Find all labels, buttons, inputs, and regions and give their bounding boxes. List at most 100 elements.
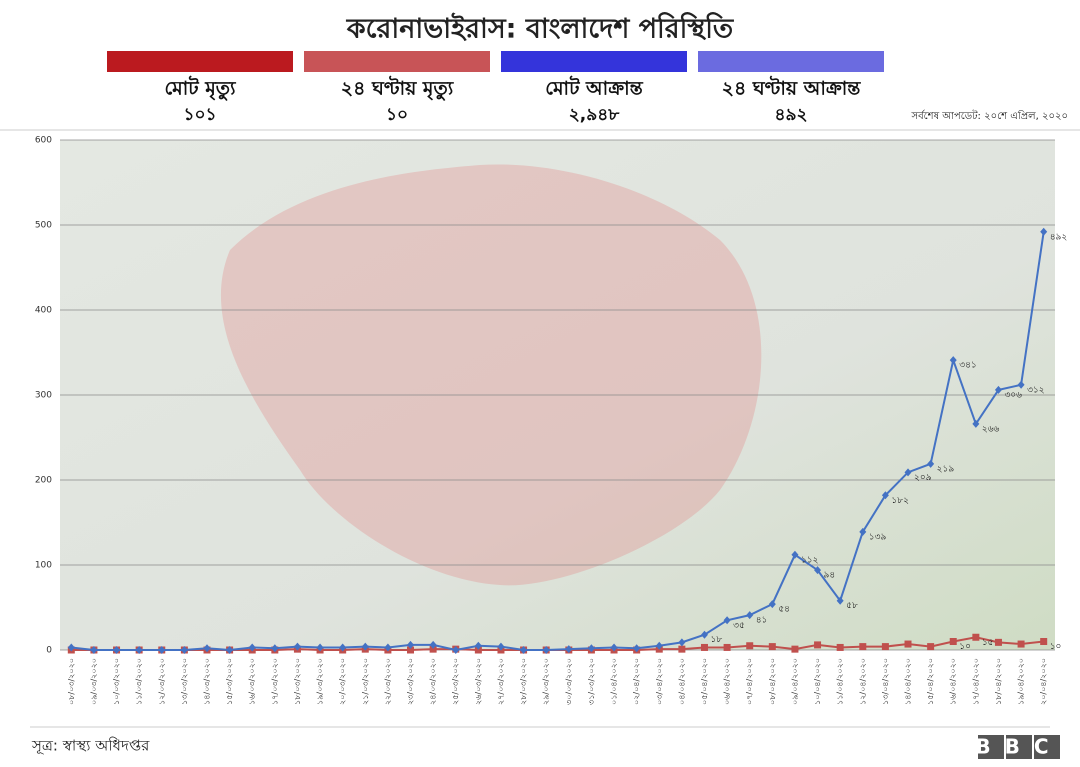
data-point: [881, 491, 889, 500]
data-point: [135, 646, 143, 654]
logo-block: [978, 735, 1004, 759]
data-point: [814, 566, 822, 575]
x-tick-label: ১৬/০৪/২০২০: [949, 658, 958, 705]
data-point: [90, 646, 98, 654]
x-tick-label: ১৫/০৩/২০২০: [225, 658, 234, 705]
x-tick-label: ৩০/০৩/২০২০: [564, 658, 573, 705]
summary-value: ১০: [386, 105, 408, 125]
x-tick-label: ১৩/০৪/২০২০: [881, 658, 890, 705]
summary-value: ১০১: [183, 105, 216, 125]
data-point: [949, 356, 957, 365]
data-point: [723, 643, 731, 651]
source: সূত্র: স্বাস্থ্য অধিদপ্তর: [31, 737, 150, 756]
x-tick-label: ২৭/০৩/২০২০: [496, 658, 505, 705]
data-label: ৪৯২: [1050, 232, 1068, 242]
data-point: [678, 645, 686, 653]
summary-swatch: [501, 51, 687, 72]
data-label: ৫৪: [778, 605, 790, 615]
data-point: [474, 641, 482, 650]
y-tick-label: 200: [35, 476, 52, 486]
data-point: [768, 643, 776, 651]
x-tick-label: ২০/০৩/২০২০: [338, 658, 347, 705]
x-tick-label: ৩১/০৩/২০২০: [587, 658, 596, 705]
data-point: [587, 644, 595, 653]
y-tick-label: 600: [35, 136, 52, 146]
x-tick-label: ১৭/০৩/২০২০: [270, 658, 279, 705]
series-line: [71, 231, 1045, 652]
data-point: [248, 643, 256, 652]
data-label: ১৮: [710, 635, 722, 645]
data-point: [429, 640, 437, 649]
x-tick-label: ১৩/০৩/২০২০: [180, 658, 189, 705]
x-tick-label: ২৫/০৩/২০২০: [451, 658, 460, 705]
x-tick-label: ১১/০৩/২০২০: [135, 658, 144, 705]
data-point: [271, 644, 279, 653]
x-tick-label: ২৮/০৩/২০২০: [519, 658, 528, 705]
data-point: [746, 611, 754, 620]
x-tick-label: ২৬/০৩/২০২০: [474, 658, 483, 705]
data-point: [203, 644, 211, 653]
data-point: [904, 640, 912, 648]
x-tick-label: ১৯/০৪/২০২০: [1017, 658, 1026, 705]
data-point: [791, 645, 799, 653]
data-label: ১১২: [801, 555, 819, 565]
logo-text: BBC: [975, 735, 1062, 759]
data-label: ২০৯: [914, 473, 932, 483]
chart-title: করোনাভাইরাস: বাংলাদেশ পরিস্থিতি: [346, 12, 735, 45]
y-tick-label: 500: [35, 221, 52, 231]
data-label: ৫৮: [846, 601, 858, 611]
data-label: ১৮২: [891, 496, 909, 506]
data-point: [678, 638, 686, 647]
x-tick-label: ২১/০৩/২০২০: [361, 658, 370, 705]
data-label: ১০: [959, 642, 971, 652]
data-point: [407, 640, 415, 649]
update-note: সর্বশেষ আপডেট: ২০শে এপ্রিল, ২০২০: [910, 109, 1068, 122]
data-point: [158, 646, 166, 654]
data-label: ৩১২: [1027, 385, 1045, 395]
data-point: [927, 459, 935, 468]
data-point: [565, 645, 573, 654]
data-point: [67, 643, 75, 652]
x-tick-label: ০৯/০৪/২০২০: [790, 658, 799, 705]
logo-block: [1034, 735, 1060, 759]
x-tick-label: ১৮/০৪/২০২০: [994, 658, 1003, 705]
bbc-logo: BBC: [975, 735, 1062, 759]
data-point: [497, 642, 505, 651]
summary-swatch: [304, 51, 490, 72]
summary-label: মোট আক্রান্ত: [545, 76, 643, 100]
data-label: ৩৪১: [959, 361, 977, 371]
x-tick-label: ০৪/০৪/২০২০: [677, 658, 686, 705]
data-label: ২৬৬: [982, 424, 1000, 434]
data-point: [700, 643, 708, 651]
summary-swatch: [107, 51, 293, 72]
data-point: [994, 385, 1002, 394]
data-point: [316, 643, 324, 652]
x-tick-label: ১৫/০৪/২০২০: [926, 658, 935, 705]
data-point: [429, 645, 437, 653]
summary-label: মোট মৃত্যু: [164, 76, 237, 102]
data-point: [723, 616, 731, 625]
data-point: [881, 643, 889, 651]
data-point: [542, 646, 550, 654]
data-label: ২১৯: [937, 464, 955, 474]
data-point: [113, 646, 121, 654]
summary-swatch: [698, 51, 884, 72]
x-tick-label: ২০/০৪/২০২০: [1039, 658, 1048, 705]
x-tick-label: ১১/০৪/২০২০: [836, 658, 845, 705]
data-label: ৪১: [756, 616, 768, 626]
data-point: [814, 641, 822, 649]
data-point: [1017, 640, 1025, 648]
x-tick-label: ০৮/০৩/২০২০: [67, 658, 76, 705]
x-tick-label: ২৩/০৩/২০২০: [406, 658, 415, 705]
y-tick-label: 100: [35, 561, 52, 571]
data-point: [746, 642, 754, 650]
summary-label: ২৪ ঘণ্টায় আক্রান্ত: [722, 76, 862, 100]
data-point: [180, 646, 188, 654]
data-point: [1017, 380, 1025, 389]
data-label: ১৩৯: [869, 532, 887, 542]
data-point: [474, 646, 482, 654]
x-tick-label: ০৭/০৪/২০২০: [745, 658, 754, 705]
data-point: [972, 419, 980, 428]
y-tick-label: 300: [35, 391, 52, 401]
